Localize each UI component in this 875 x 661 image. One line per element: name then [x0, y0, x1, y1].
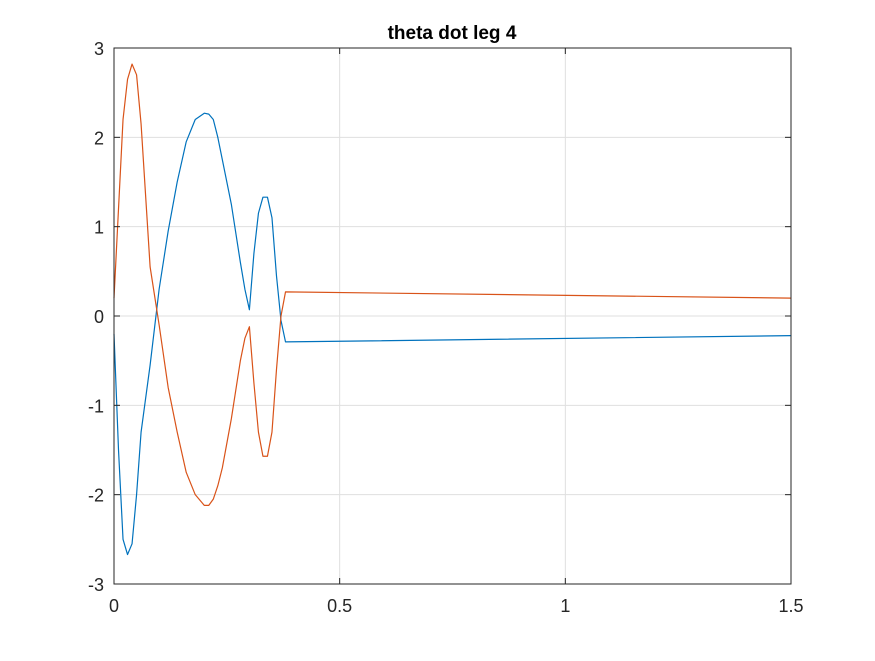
series-line-1 — [113, 112, 792, 556]
x-tick-label: 0 — [109, 596, 119, 616]
axis-ticks — [113, 47, 792, 585]
y-tick-label: 2 — [94, 128, 104, 148]
x-axis-tick-labels: 0 0.5 1 1.5 — [109, 596, 804, 616]
y-tick-label: 0 — [94, 307, 104, 327]
x-tick-label: 0.5 — [327, 596, 352, 616]
grid — [114, 48, 791, 584]
y-tick-label: -1 — [88, 396, 104, 416]
y-tick-label: 3 — [94, 39, 104, 59]
y-axis-tick-labels: -3 -2 -1 0 1 2 3 — [88, 39, 104, 595]
chart-title: theta dot leg 4 — [388, 23, 517, 44]
y-tick-label: 1 — [94, 218, 104, 238]
series-line-2 — [113, 63, 792, 506]
y-tick-label: -3 — [88, 575, 104, 595]
x-tick-label: 1 — [560, 596, 570, 616]
series-lines — [113, 63, 792, 556]
y-tick-label: -2 — [88, 486, 104, 506]
x-tick-label: 1.5 — [778, 596, 803, 616]
